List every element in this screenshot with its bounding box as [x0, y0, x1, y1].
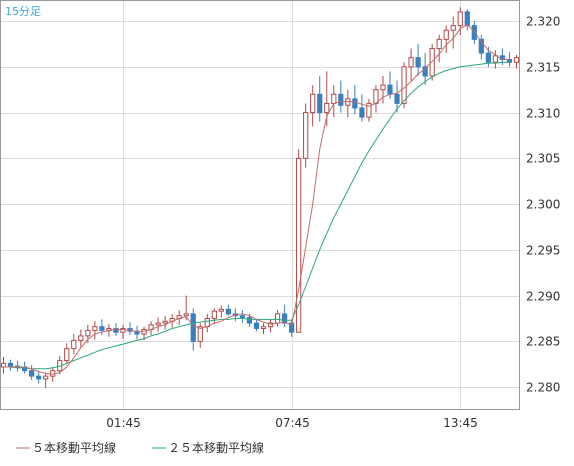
y-tick-label: 2.305	[526, 152, 560, 166]
y-axis: 2.280 2.285 2.290 2.295 2.300 2.305 2.310 2.315…	[526, 15, 560, 395]
y-tick-label: 2.320	[526, 15, 560, 29]
candle-up	[303, 112, 309, 159]
candle-up	[211, 310, 217, 319]
candle-up	[513, 57, 520, 63]
legend-ma5-label: ５本移動平均線	[32, 440, 116, 455]
plot-area-border	[0, 0, 520, 410]
candle-up	[492, 55, 499, 63]
candle-up	[78, 335, 84, 341]
candle-down	[317, 93, 323, 114]
candle-up	[443, 29, 449, 40]
candle-up	[310, 93, 316, 114]
x-tick-label: 07:45	[275, 416, 310, 430]
candle-down	[29, 370, 35, 377]
candle-up	[429, 48, 435, 77]
candle-down	[190, 313, 196, 342]
candle-up	[324, 102, 330, 114]
candle-down	[225, 308, 231, 315]
candle-down	[352, 98, 358, 109]
candle-up	[267, 322, 274, 328]
candle-down	[387, 84, 393, 95]
candle-down	[415, 57, 421, 68]
x-tick-label: 01:45	[106, 416, 141, 430]
candle-up	[155, 322, 161, 326]
x-axis: 01:45 07:45 13:45	[106, 416, 478, 430]
candle-up	[296, 157, 302, 333]
candle-up	[408, 57, 414, 68]
candle-up	[162, 320, 168, 324]
candle-up	[366, 102, 372, 118]
candle-up	[183, 313, 189, 317]
candle-down	[338, 93, 344, 106]
candle-up	[436, 38, 442, 50]
candle-up	[50, 370, 56, 377]
y-tick-label: 2.315	[526, 61, 560, 75]
candle-down	[464, 11, 470, 27]
candle-down	[422, 66, 428, 77]
candle-down	[113, 328, 119, 333]
candle-up	[85, 329, 91, 337]
candle-down	[99, 326, 105, 331]
candle-down	[7, 362, 14, 367]
candle-down	[359, 107, 365, 118]
candle-up	[43, 375, 49, 380]
candle-up	[218, 308, 224, 312]
legend: ５本移動平均線 ２５本移動平均線	[16, 440, 264, 455]
y-tick-label: 2.290	[526, 290, 560, 304]
legend-ma25-label: ２５本移動平均線	[168, 440, 264, 455]
candle-up	[380, 84, 386, 91]
y-tick-label: 2.280	[526, 381, 560, 395]
candle-up	[260, 326, 267, 330]
candle-up	[197, 326, 203, 342]
y-tick-label: 2.285	[526, 335, 560, 349]
candle-down	[478, 38, 484, 54]
candle-up	[64, 348, 70, 362]
x-tick-label: 13:45	[443, 416, 478, 430]
timeframe-label: 15分足	[5, 5, 41, 18]
candle-up	[0, 362, 7, 368]
candle-up	[71, 339, 77, 350]
candle-down	[394, 93, 400, 104]
ma5-line	[3, 24, 510, 375]
candle-down	[246, 317, 253, 324]
candle-down	[485, 52, 491, 63]
y-tick-label: 2.300	[526, 198, 560, 212]
candle-down	[36, 375, 42, 380]
candle-up	[274, 313, 281, 324]
candle-up	[120, 328, 126, 333]
candle-up	[331, 93, 337, 104]
candle-up	[92, 326, 98, 331]
candle-down	[281, 313, 288, 324]
candle-down	[471, 25, 477, 40]
candle-up	[457, 11, 463, 27]
candle-down	[239, 315, 246, 319]
candle-down	[253, 322, 260, 330]
y-tick-label: 2.295	[526, 244, 560, 258]
candle-up	[401, 66, 407, 104]
y-tick-label: 2.310	[526, 107, 560, 121]
candle-up	[450, 25, 456, 31]
